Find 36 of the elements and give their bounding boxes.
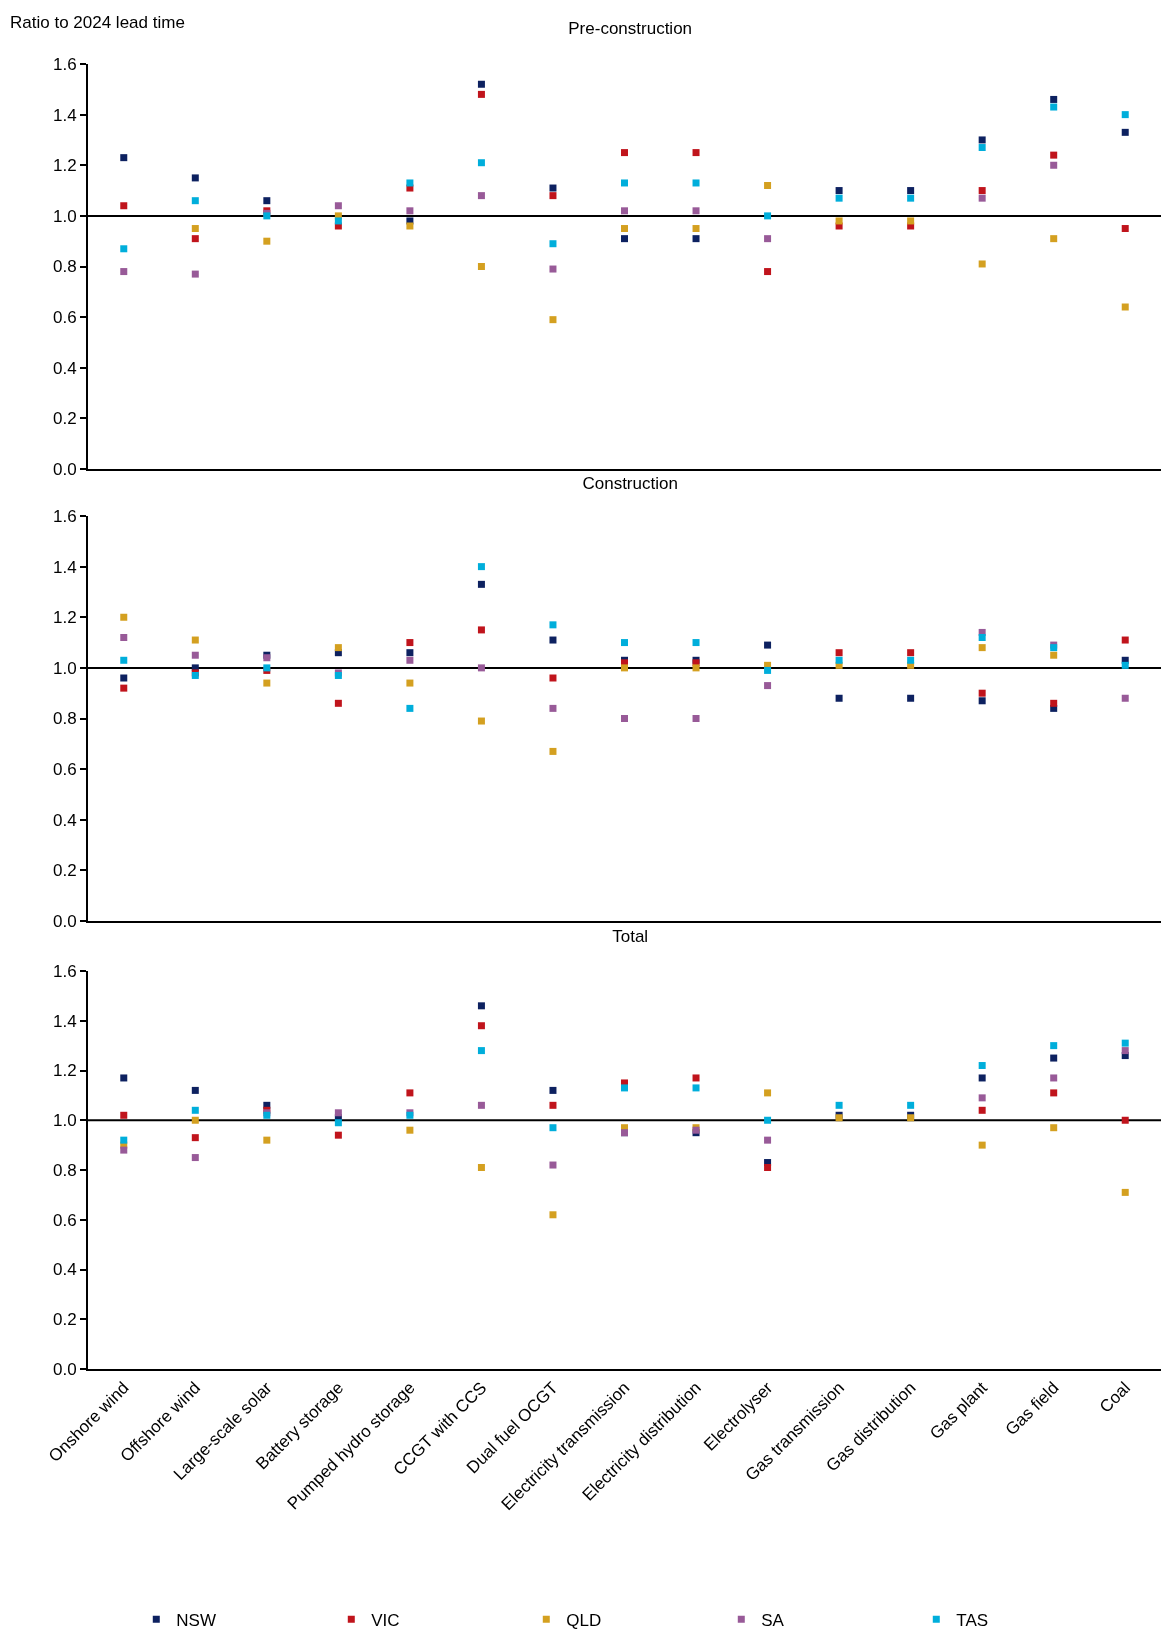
y-tick-label: 1.0	[52, 206, 77, 226]
y-tick-label: 0.6	[52, 308, 77, 328]
y-tick-label: 1.4	[52, 105, 77, 125]
y-tick-label: 0.0	[52, 1359, 77, 1379]
y-tick-label: 0.2	[52, 1310, 77, 1330]
y-tick-label: 0.6	[52, 760, 77, 780]
y-tick-label: 1.4	[52, 1011, 77, 1031]
y-tick-label: 1.2	[52, 156, 77, 176]
y-tick-label: 0.2	[52, 861, 77, 881]
legend-label: SA	[761, 1610, 785, 1630]
y-tick-label: 0.4	[52, 810, 77, 830]
y-tick-label: 0.8	[52, 1160, 77, 1180]
legend-label: VIC	[371, 1610, 400, 1630]
legend-label: TAS	[956, 1610, 989, 1630]
y-tick-label: 0.6	[52, 1210, 77, 1230]
y-tick-label: 1.0	[52, 658, 77, 678]
chart-title: Pre-construction	[568, 18, 693, 38]
legend-label: NSW	[176, 1610, 216, 1630]
y-tick-label: 0.4	[52, 1260, 77, 1280]
y-tick-label: 0.0	[52, 911, 77, 931]
y-tick-label: 1.0	[52, 1111, 77, 1131]
chart-title: Total	[612, 926, 649, 946]
y-tick-label: 0.0	[52, 459, 77, 479]
y-tick-label: 0.8	[52, 257, 77, 277]
y-tick-label: 1.6	[52, 506, 77, 526]
chart-title: Construction	[582, 473, 678, 493]
legend-label: QLD	[566, 1610, 602, 1630]
y-tick-label: 0.2	[52, 409, 77, 429]
y-tick-label: 1.6	[52, 54, 77, 74]
y-tick-label: 1.2	[52, 608, 77, 628]
y-tick-label: 1.2	[52, 1061, 77, 1081]
y-tick-label: 1.6	[52, 961, 77, 981]
y-tick-label: 0.4	[52, 358, 77, 378]
y-axis-title: Ratio to 2024 lead time	[10, 13, 185, 32]
y-tick-label: 1.4	[52, 557, 77, 577]
y-tick-label: 0.8	[52, 709, 77, 729]
